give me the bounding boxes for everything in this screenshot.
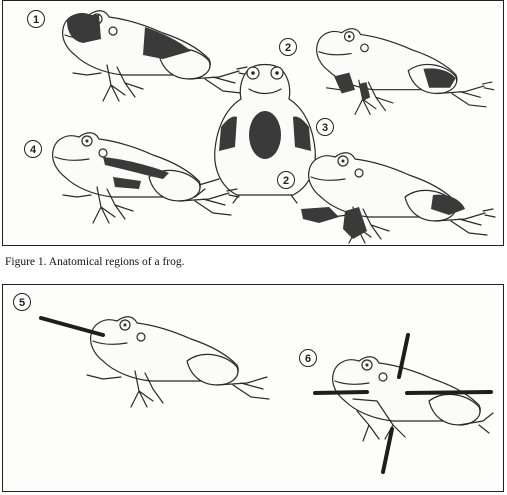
- measurement-bar-horizontal-left: [313, 390, 369, 395]
- measurement-bar-vertical-bottom: [381, 427, 394, 474]
- measurement-bar-vertical-top: [397, 333, 410, 379]
- figure-label-2a: 2: [279, 38, 297, 56]
- frog-2b-drawing: [301, 152, 496, 244]
- figure-panel-regions: 1 2 3 4 2: [2, 0, 504, 246]
- frog-2a-drawing: [316, 28, 495, 115]
- figure-label-1: 1: [27, 10, 45, 28]
- frog-regions-drawing: [52, 10, 496, 244]
- frog-3-drawing: [180, 63, 350, 204]
- figure-label-2b: 2: [277, 171, 295, 189]
- figure-panel-measurements: 5 6: [2, 284, 504, 492]
- figure-label-6: 6: [299, 349, 317, 367]
- measurement-bar-horizontal-right: [405, 390, 493, 395]
- frog-6-drawing: [332, 356, 494, 442]
- figure-label-5: 5: [13, 293, 31, 311]
- frog-5-drawing: [86, 316, 270, 408]
- figure-caption: Figure 1. Anatomical regions of a frog.: [5, 256, 185, 268]
- figure-label-3: 3: [316, 118, 334, 136]
- measurement-bar-snout: [39, 316, 105, 337]
- figure-label-4: 4: [24, 140, 42, 158]
- frog-4-drawing: [52, 132, 240, 224]
- frog-1-drawing: [62, 10, 250, 102]
- frog-measurement-drawing: [39, 316, 494, 474]
